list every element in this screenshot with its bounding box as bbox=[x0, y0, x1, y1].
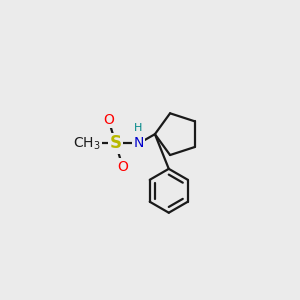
Text: H: H bbox=[134, 123, 142, 134]
Text: O: O bbox=[117, 160, 128, 173]
Text: N: N bbox=[134, 136, 144, 150]
Text: S: S bbox=[110, 134, 122, 152]
Text: CH$_3$: CH$_3$ bbox=[73, 135, 100, 152]
Text: O: O bbox=[103, 113, 114, 127]
